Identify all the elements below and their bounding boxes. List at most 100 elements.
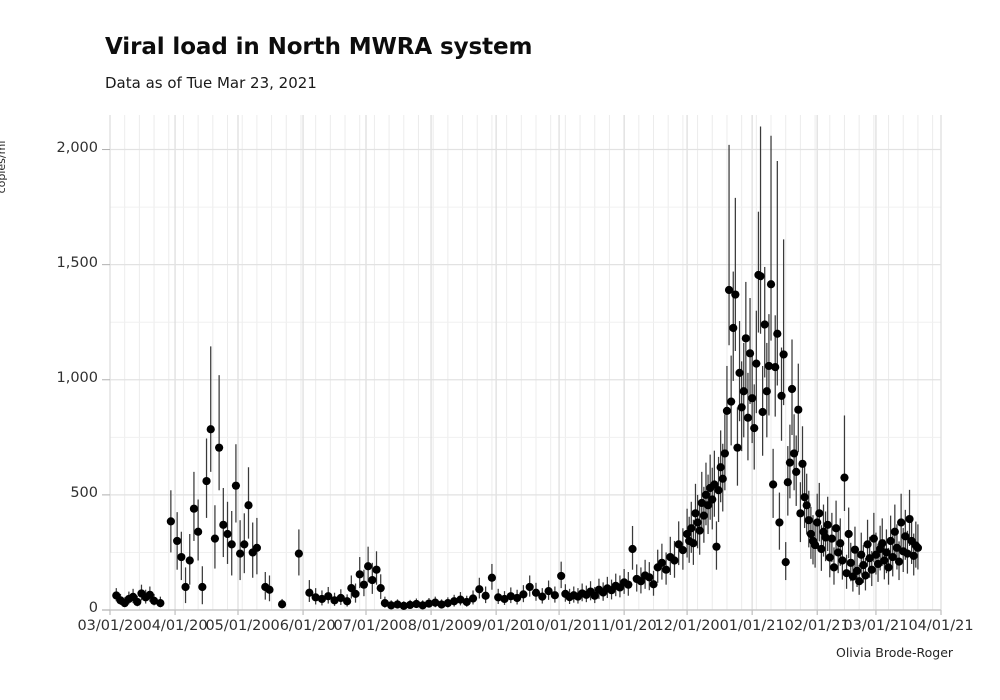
x-tick-label: 05/01/20	[205, 618, 271, 634]
data-point	[840, 473, 849, 482]
data-point	[347, 584, 356, 593]
data-point	[716, 463, 725, 472]
data-point	[750, 424, 759, 433]
data-point	[737, 403, 746, 412]
data-point	[729, 323, 738, 333]
data-point	[500, 594, 509, 604]
x-tick-label: 04/01/20	[142, 618, 208, 634]
data-point	[733, 443, 742, 452]
data-point	[850, 545, 860, 554]
data-point	[798, 459, 807, 468]
data-point	[173, 536, 182, 546]
data-point	[689, 539, 698, 548]
data-point	[550, 591, 559, 600]
data-point	[194, 527, 203, 536]
data-point	[277, 600, 287, 609]
data-point	[781, 558, 790, 567]
data-point	[888, 552, 897, 562]
data-point	[368, 575, 377, 585]
x-tick-label: 03/01/20	[77, 618, 143, 634]
y-tick-label: 500	[70, 484, 98, 501]
data-point	[399, 601, 408, 610]
data-point	[790, 449, 799, 458]
data-point	[836, 539, 845, 548]
data-point	[670, 556, 679, 565]
data-point	[506, 592, 515, 601]
data-point	[710, 480, 719, 489]
data-point	[657, 558, 667, 567]
data-point	[359, 580, 369, 589]
data-point	[844, 529, 853, 539]
data-point	[252, 543, 261, 552]
data-point	[206, 425, 215, 434]
data-point	[848, 572, 857, 581]
data-point	[756, 272, 765, 281]
data-point	[227, 540, 236, 549]
data-point	[244, 501, 253, 510]
data-point	[787, 384, 797, 394]
data-point	[752, 359, 761, 368]
data-point	[695, 526, 704, 535]
data-point	[903, 549, 912, 558]
data-point	[861, 571, 870, 580]
data-point	[905, 514, 914, 524]
data-point	[351, 589, 360, 598]
data-point	[731, 290, 740, 299]
y-tick-label: 0	[88, 600, 98, 616]
data-point	[380, 598, 390, 608]
data-point	[766, 280, 776, 289]
data-point	[724, 285, 734, 295]
data-point	[779, 350, 788, 359]
data-point	[624, 580, 633, 589]
data-point	[865, 554, 874, 563]
data-point	[800, 493, 809, 502]
data-point	[636, 577, 646, 586]
data-point	[894, 557, 904, 566]
data-point	[387, 601, 396, 610]
data-point	[443, 598, 452, 608]
data-point	[538, 592, 547, 601]
data-point	[880, 556, 889, 565]
data-point	[661, 565, 671, 574]
x-tick-label: 01/01/21	[719, 618, 785, 634]
data-point	[431, 598, 440, 607]
data-point	[693, 518, 702, 527]
data-point	[794, 405, 803, 414]
data-point	[769, 480, 778, 489]
data-point	[544, 587, 553, 596]
error-bars	[115, 126, 919, 609]
x-tick-label: 06/01/20	[270, 618, 336, 634]
data-point	[703, 501, 713, 510]
data-point	[231, 481, 241, 490]
y-tick-label: 2,000	[56, 139, 98, 156]
data-point	[682, 529, 692, 539]
data-point	[149, 596, 159, 605]
data-point	[869, 534, 878, 543]
data-point	[842, 569, 851, 578]
data-point	[878, 539, 887, 548]
data-point	[590, 591, 599, 600]
data-point	[727, 397, 736, 406]
data-point	[890, 527, 899, 536]
axis-tickmarks	[102, 149, 942, 615]
data-point	[762, 387, 771, 396]
data-point	[859, 561, 868, 570]
data-point	[198, 582, 207, 592]
data-point	[687, 524, 696, 533]
chart-credit: Olivia Brode-Roger	[836, 645, 954, 660]
data-point	[412, 599, 421, 609]
data-point	[741, 334, 750, 343]
gridlines-minor	[109, 115, 941, 610]
data-point	[424, 599, 434, 608]
data-point	[343, 597, 352, 606]
data-point	[418, 601, 427, 610]
data-point	[760, 320, 769, 329]
y-tick-label: 1,000	[56, 369, 98, 386]
data-point	[825, 553, 834, 562]
x-tick-label: 08/01/20	[398, 618, 464, 634]
data-point	[462, 597, 471, 607]
data-point	[317, 594, 327, 604]
x-tick-label: 04/01/21	[908, 618, 974, 634]
data-point	[817, 544, 826, 554]
data-point	[712, 542, 721, 551]
